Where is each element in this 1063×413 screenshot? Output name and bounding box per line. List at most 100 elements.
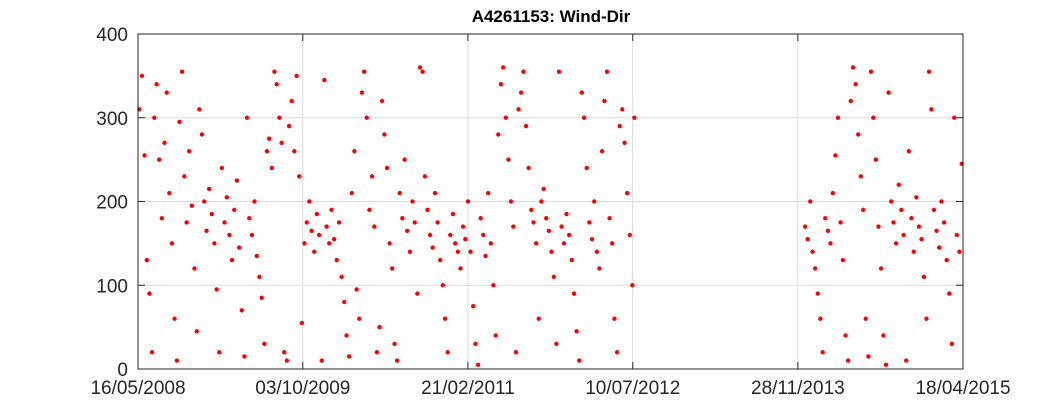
data-point	[536, 316, 541, 321]
data-point	[544, 216, 549, 221]
data-point	[921, 274, 927, 280]
x-tick-label: 03/10/2009	[255, 378, 350, 399]
data-point	[630, 283, 635, 288]
data-point	[871, 115, 876, 120]
data-point	[242, 354, 247, 359]
data-point	[896, 182, 901, 187]
data-point	[244, 115, 250, 120]
data-point	[232, 207, 237, 213]
data-point	[410, 199, 415, 204]
data-point	[924, 316, 929, 321]
data-point	[367, 207, 372, 213]
data-point	[149, 350, 155, 355]
data-point	[584, 165, 589, 171]
data-point	[541, 186, 546, 192]
data-point	[508, 199, 514, 204]
data-point	[614, 350, 620, 355]
data-point	[622, 140, 627, 146]
data-point	[947, 291, 952, 296]
data-point	[227, 232, 232, 238]
data-point	[264, 149, 270, 154]
axis-ticks	[137, 33, 964, 370]
data-point	[455, 249, 461, 254]
data-point	[344, 333, 349, 338]
data-point	[164, 90, 169, 95]
x-tick-label: 21/02/2011	[421, 378, 515, 399]
data-point	[488, 241, 493, 246]
data-point	[889, 199, 894, 204]
data-point	[214, 287, 219, 292]
data-point	[167, 190, 172, 196]
data-point	[815, 291, 820, 296]
data-point	[407, 249, 413, 254]
data-point	[539, 199, 544, 204]
data-point	[463, 236, 468, 242]
data-point	[549, 249, 554, 254]
data-point	[919, 236, 924, 242]
data-point	[909, 216, 914, 221]
x-tick-label: 28/11/2013	[751, 378, 845, 399]
data-point	[599, 149, 605, 154]
data-point	[144, 257, 150, 263]
data-point	[828, 241, 833, 246]
data-point	[916, 224, 922, 229]
data-point	[322, 77, 327, 83]
data-point	[850, 65, 856, 70]
data-point	[957, 249, 962, 254]
data-point	[172, 316, 177, 321]
data-point	[247, 216, 252, 221]
data-point	[926, 69, 932, 74]
data-point	[513, 350, 519, 355]
data-point	[430, 245, 435, 250]
data-point	[936, 245, 942, 250]
data-point	[533, 241, 539, 246]
data-point	[561, 241, 567, 246]
data-point	[277, 115, 282, 120]
data-point	[269, 165, 274, 171]
data-point	[954, 232, 959, 238]
data-point	[835, 115, 841, 120]
data-point	[581, 115, 587, 120]
data-point	[566, 232, 572, 238]
data-point	[470, 303, 476, 309]
data-point	[901, 232, 906, 238]
data-point	[236, 245, 242, 250]
data-point	[440, 283, 446, 288]
data-point	[219, 165, 225, 171]
data-point	[627, 232, 632, 238]
data-point	[453, 241, 458, 246]
data-point	[229, 257, 235, 263]
data-point	[289, 98, 294, 104]
data-point	[944, 257, 949, 263]
data-point	[284, 358, 290, 363]
data-point	[294, 73, 299, 79]
data-point	[554, 341, 559, 347]
data-point	[329, 207, 334, 213]
data-point	[911, 249, 916, 254]
data-point	[445, 350, 450, 355]
data-point	[402, 157, 407, 162]
data-point	[209, 211, 214, 217]
data-point	[400, 216, 405, 221]
data-point	[830, 190, 835, 196]
data-point	[139, 73, 145, 79]
data-point	[359, 90, 365, 95]
data-point	[239, 308, 244, 313]
data-point	[498, 82, 504, 87]
data-point	[292, 149, 297, 154]
data-point	[802, 224, 808, 229]
data-point	[546, 228, 552, 234]
data-point	[876, 224, 881, 229]
data-point	[415, 291, 420, 296]
data-point	[224, 195, 229, 200]
data-point	[853, 82, 858, 87]
y-tick-label: 100	[96, 276, 128, 297]
data-point	[592, 199, 597, 204]
data-point	[823, 216, 828, 221]
data-point	[577, 358, 582, 363]
y-tick-label: 400	[96, 25, 128, 46]
data-point	[518, 90, 524, 95]
data-point	[883, 362, 889, 368]
data-point	[934, 228, 939, 234]
data-point	[197, 107, 202, 112]
